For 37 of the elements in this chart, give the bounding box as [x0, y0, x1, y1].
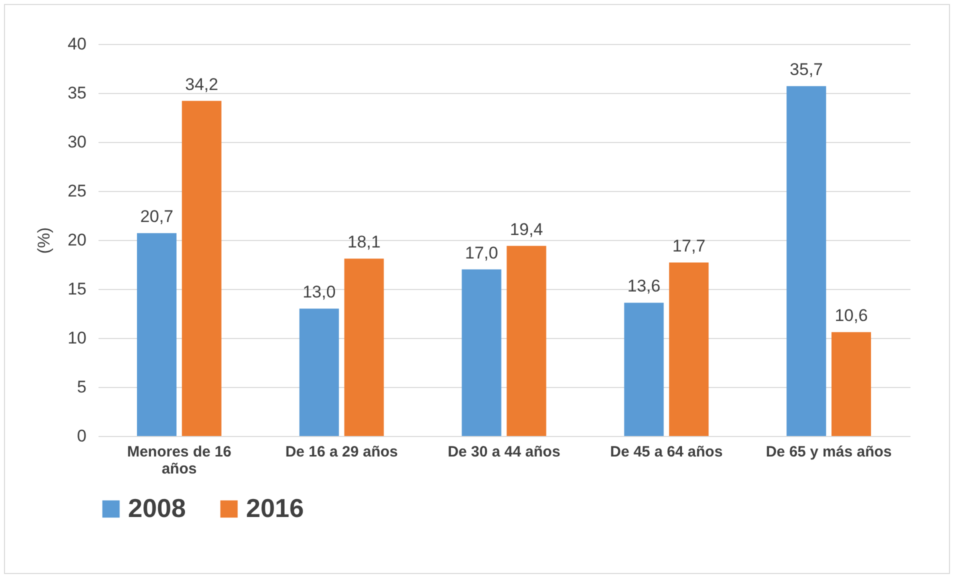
legend-label: 2016 — [246, 493, 304, 523]
data-label: 19,4 — [510, 220, 544, 239]
x-tick-label: Menores de 16 años — [127, 444, 232, 478]
data-label: 34,2 — [185, 74, 218, 94]
y-tick-label: 5 — [77, 378, 86, 396]
y-tick-label: 0 — [77, 426, 86, 446]
bar — [182, 100, 222, 436]
data-label: 13,6 — [627, 276, 660, 296]
y-tick-label: 40 — [68, 34, 86, 54]
y-tick-label: 25 — [68, 182, 86, 200]
bar — [136, 233, 177, 436]
x-tick-label: De 16 a 29 años — [285, 444, 398, 460]
y-tick-label: 35 — [68, 84, 86, 102]
bar — [462, 269, 502, 436]
legend-label: 2008 — [128, 493, 186, 523]
y-tick-label: 10 — [68, 328, 86, 348]
bar — [831, 332, 872, 436]
data-label: 35,7 — [790, 60, 823, 80]
data-label: 20,7 — [140, 207, 174, 226]
y-tick-label: 30 — [68, 132, 86, 152]
x-tick-label: De 65 y más años — [766, 444, 892, 460]
data-label: 18,1 — [348, 232, 381, 252]
y-tick-label: 20 — [68, 230, 86, 250]
x-tick-label: De 45 a 64 años — [610, 444, 723, 460]
data-label: 13,0 — [302, 282, 336, 302]
bar — [786, 86, 826, 436]
y-tick-label: 15 — [68, 280, 86, 298]
bar — [624, 302, 664, 436]
data-label: 17,7 — [672, 236, 706, 256]
bar — [506, 246, 546, 436]
data-label: 17,0 — [464, 243, 498, 262]
bar — [344, 258, 384, 436]
x-tick-label: De 30 a 44 años — [448, 444, 560, 460]
bar — [669, 262, 709, 436]
bar — [299, 308, 339, 436]
y-axis-title: (%) — [34, 227, 54, 254]
data-label: 10,6 — [834, 306, 868, 326]
